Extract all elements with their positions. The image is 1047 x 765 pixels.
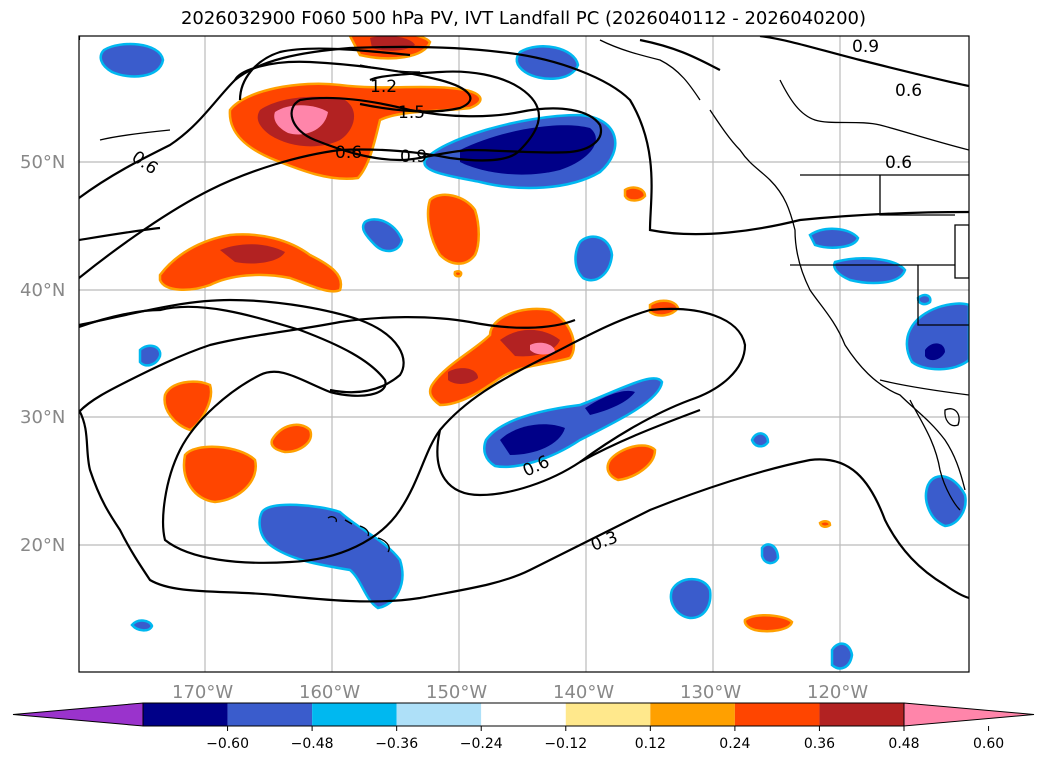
colorbar-tick-label: −0.60 (206, 736, 249, 752)
colorbar-tick-label: −0.12 (544, 736, 587, 752)
lon-label-160w: 160°W (299, 682, 360, 703)
lat-label-40n: 40°N (20, 280, 65, 301)
colorbar-segment (565, 703, 651, 726)
contour-label-1-5: 1.5 (398, 103, 425, 123)
colorbar: −0.60 −0.48 −0.36 −0.24 −0.12 0.12 0.24 0.36 0.4… (12, 702, 1035, 752)
lon-label-140w: 140°W (553, 682, 614, 703)
lon-label-120w: 120°W (807, 682, 868, 703)
colorbar-segment (227, 703, 313, 726)
colorbar-tick-label: −0.24 (460, 736, 503, 752)
colorbar-frame (142, 702, 905, 727)
colorbar-tick-label: 0.24 (719, 736, 750, 752)
latitude-labels: 50°N 40°N 30°N 20°N (20, 152, 65, 556)
map-frame (78, 35, 970, 673)
colorbar-tick-label: 0.60 (973, 736, 1004, 752)
contour-label-0-6-mid: 0.6 (335, 143, 362, 163)
colorbar-segment (481, 703, 566, 726)
lon-label-170w: 170°W (172, 682, 233, 703)
colorbar-extend-min (12, 702, 144, 727)
colorbar-tick-label: 0.36 (804, 736, 835, 752)
colorbar-segment (650, 703, 735, 726)
pc-contours (79, 36, 969, 603)
colorbar-tick-label: −0.48 (291, 736, 334, 752)
contour-label-0-9-top: 0.9 (852, 37, 879, 57)
lon-label-130w: 130°W (680, 682, 741, 703)
lat-label-50n: 50°N (20, 152, 65, 173)
colorbar-segment (396, 703, 482, 726)
map-title: 2026032900 F060 500 hPa PV, IVT Landfall… (180, 8, 867, 29)
contour-label-0-6-ne: 0.6 (895, 81, 922, 101)
contour-label-0-6-coast: 0.6 (885, 153, 912, 173)
colorbar-segment (143, 703, 228, 726)
colorbar-tick-label: 0.12 (635, 736, 666, 752)
colorbar-segment (734, 703, 820, 726)
longitude-labels: 170°W 160°W 150°W 140°W 130°W 120°W (172, 682, 868, 703)
lat-label-20n: 20°N (20, 535, 65, 556)
colorbar-segment (819, 703, 904, 726)
colorbar-segment (312, 703, 397, 726)
contour-label-group: 0.9 0.6 0.6 1.2 1.5 0.9 0.6 0.6 0.6 0.3 (128, 37, 922, 556)
colorbar-tick-label: −0.36 (375, 736, 418, 752)
coastlines (99, 39, 969, 553)
lat-label-30n: 30°N (20, 407, 65, 428)
colorbar-tick-label: 0.48 (888, 736, 919, 752)
colorbar-extend-max (903, 702, 1035, 727)
lon-label-150w: 150°W (426, 682, 487, 703)
contour-label-0-9-mid: 0.9 (400, 147, 427, 167)
contour-label-1-2: 1.2 (370, 77, 397, 97)
